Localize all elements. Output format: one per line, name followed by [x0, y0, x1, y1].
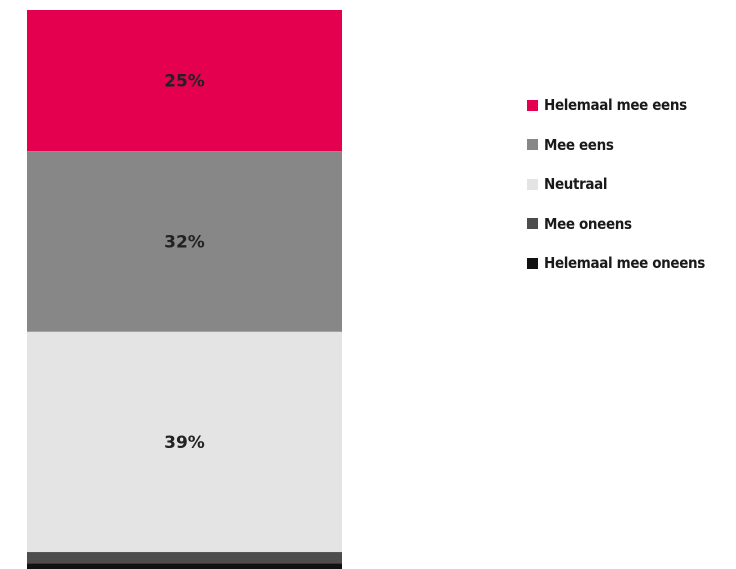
legend-swatch-helemaal-mee-eens [527, 99, 538, 111]
legend: Helemaal mee eens Mee eens Neutraal Mee … [527, 95, 723, 293]
data-label-mee-eens: 32% [164, 233, 205, 253]
legend-item-mee-eens: Mee eens [527, 135, 723, 155]
legend-item-helemaal-mee-eens: Helemaal mee eens [527, 95, 723, 115]
legend-item-mee-oneens: Mee oneens [527, 214, 723, 234]
bar-segment-mee-oneens [27, 552, 342, 564]
legend-item-helemaal-mee-oneens: Helemaal mee oneens [527, 253, 723, 273]
legend-label-helemaal-mee-eens: Helemaal mee eens [544, 96, 687, 114]
legend-item-neutraal: Neutraal [527, 174, 723, 194]
legend-swatch-mee-oneens [527, 218, 538, 229]
legend-label-neutraal: Neutraal [544, 175, 608, 193]
legend-swatch-helemaal-mee-oneens [527, 257, 538, 269]
legend-swatch-mee-eens [527, 139, 538, 150]
bar-segment-helemaal-mee-oneens [27, 563, 342, 569]
legend-swatch-neutraal [527, 178, 538, 190]
data-label-helemaal-mee-eens: 25% [164, 72, 205, 92]
bar-segment-neutraal [27, 331, 342, 553]
legend-label-helemaal-mee-oneens: Helemaal mee oneens [544, 254, 705, 272]
data-label-neutraal: 39% [164, 433, 205, 453]
legend-label-mee-eens: Mee eens [544, 135, 614, 154]
bar-segment-helemaal-mee-eens [27, 10, 342, 152]
legend-label-mee-oneens: Mee oneens [544, 214, 632, 233]
bar-segment-mee-eens [27, 151, 342, 332]
